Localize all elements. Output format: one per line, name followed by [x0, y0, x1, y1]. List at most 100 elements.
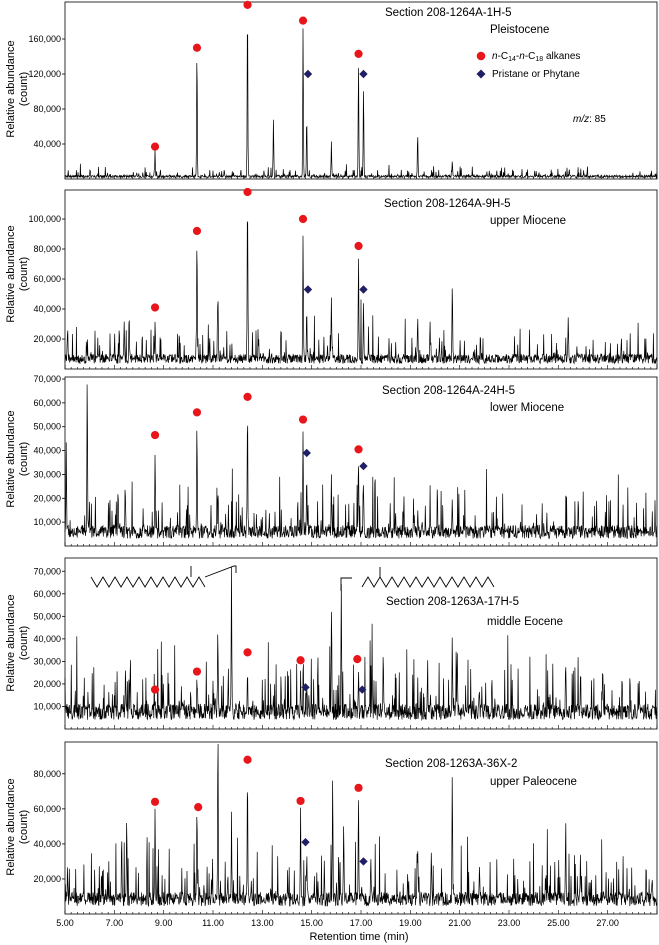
y-axis-title-unit-4: (count)	[18, 626, 30, 660]
chromatogram-trace	[64, 384, 658, 540]
y-tick-label: 80,000	[33, 244, 61, 254]
pristane-leader-line	[204, 565, 237, 578]
y-tick-label: 70,000	[33, 566, 61, 576]
x-axis-title: Retention time (min)	[309, 931, 408, 943]
y-tick-label: 160,000	[28, 34, 61, 44]
alkane-marker	[296, 656, 305, 665]
epoch-label-4: middle Eocene	[487, 616, 563, 628]
isoprenoid-marker	[302, 448, 311, 458]
isoprenoid-marker	[301, 837, 310, 847]
alkane-marker	[192, 667, 202, 676]
y-tick-label: 10,000	[33, 701, 61, 711]
isoprenoid-marker	[359, 461, 368, 471]
x-tick-label: 5.00	[56, 918, 74, 928]
section-label-3: Section 208-1264A-24H-5	[382, 385, 515, 397]
y-tick-label: 20,000	[33, 874, 61, 884]
y-tick-label: 60,000	[33, 804, 61, 814]
epoch-label-1: Pleistocene	[490, 24, 549, 36]
y-axis-title-2: Relative abundance	[5, 225, 17, 322]
alkane-marker	[243, 755, 252, 764]
x-tick-label: 9.00	[155, 918, 173, 928]
alkane-marker	[298, 214, 308, 224]
chromatogram-trace	[64, 566, 658, 721]
legend-isoprenoid-label: Pristane or Phytane	[492, 69, 580, 80]
y-tick-label: 20,000	[33, 334, 61, 344]
section-label-5: Section 208-1263A-36X-2	[385, 758, 517, 770]
x-axis: 5.00 7.00 9.00 11.00 13.00 15.00 17.00 19.00 21.…	[56, 918, 619, 928]
y-axis-title-1: Relative abundance	[5, 40, 17, 137]
phytane-structure-icon	[361, 576, 495, 588]
y-tick-label: 40,000	[33, 139, 61, 149]
x-tick-label: 25.00	[547, 918, 570, 928]
y-tick-label: 10,000	[33, 517, 61, 527]
y-tick-label: 60,000	[33, 274, 61, 284]
chromatogram-trace	[64, 220, 658, 365]
isoprenoid-marker	[301, 683, 310, 692]
epoch-label-2: upper Miocene	[490, 215, 566, 227]
alkane-marker	[298, 415, 308, 424]
x-tick-label: 15.00	[300, 918, 323, 928]
y-tick-label: 100,000	[28, 214, 61, 224]
mz-label: m/z: 85	[573, 114, 606, 125]
y-tick-label: 60,000	[33, 589, 61, 599]
isoprenoid-marker	[359, 857, 368, 866]
y-axis-title-unit-5: (count)	[18, 810, 30, 844]
isoprenoid-marker	[303, 69, 313, 79]
y-axis-titles: Relative abundance (count) Relative abun…	[5, 40, 30, 875]
alkane-marker	[150, 797, 160, 806]
alkane-marker	[150, 303, 160, 312]
y-tick-label: 50,000	[33, 611, 61, 621]
legend-alkane-marker	[476, 51, 486, 61]
panel-5: 20,000 40,000 60,000 80,000	[33, 741, 658, 915]
epoch-label-3: lower Miocene	[490, 402, 564, 414]
y-axis-title-3: Relative abundance	[5, 410, 17, 507]
alkane-marker	[354, 445, 363, 454]
alkane-marker	[192, 408, 202, 417]
x-tick-label: 17.00	[350, 918, 373, 928]
y-tick-label: 20,000	[33, 679, 61, 689]
alkane-marker	[243, 187, 252, 197]
panel-3: 10,000 20,000 30,000 40,000 50,000 60,000 70,0…	[33, 374, 658, 547]
panel-1: 40,000 80,000 120,000 160,000	[28, 0, 658, 180]
y-axis-title-unit-3: (count)	[18, 442, 30, 476]
alkane-marker	[150, 430, 160, 440]
alkane-marker	[354, 783, 363, 792]
isoprenoid-marker	[303, 285, 313, 294]
x-tick-label: 13.00	[251, 918, 274, 928]
section-label-4: Section 208-1263A-17H-5	[386, 596, 519, 608]
panel-4: 10,000 20,000 30,000 40,000 50,000 60,000 70,0…	[33, 557, 658, 730]
y-axis-title-unit-1: (count)	[18, 72, 30, 106]
plot-frame	[64, 741, 658, 915]
phytane-leader-line	[340, 577, 352, 591]
chromatogram-trace	[64, 28, 658, 179]
y-tick-label: 40,000	[33, 634, 61, 644]
alkane-marker	[243, 392, 252, 401]
alkane-marker	[243, 0, 252, 9]
panel-2: 20,000 40,000 60,000 80,000 100,000	[28, 187, 658, 370]
y-tick-label: 30,000	[33, 469, 61, 479]
alkane-marker	[150, 685, 160, 694]
legend-isoprenoid-marker	[476, 69, 486, 79]
panel-annotations: Section 208-1264A-1H-5 Pleistocene Secti…	[382, 7, 577, 788]
isoprenoid-marker	[359, 285, 368, 294]
y-axis-title-5: Relative abundance	[5, 778, 17, 875]
alkane-marker	[194, 802, 203, 812]
alkane-marker	[192, 43, 202, 52]
isoprenoid-marker	[358, 685, 367, 694]
alkane-marker	[296, 796, 305, 806]
pristane-structure-icon	[90, 576, 206, 588]
y-tick-label: 40,000	[33, 446, 61, 456]
y-tick-label: 60,000	[33, 398, 61, 408]
plot-frame	[64, 376, 658, 547]
y-tick-label: 70,000	[33, 374, 61, 384]
x-tick-label: 27.00	[596, 918, 619, 928]
alkane-marker	[298, 16, 308, 25]
x-tick-label: 19.00	[399, 918, 422, 928]
x-tick-label: 11.00	[202, 918, 224, 928]
isoprenoid-marker	[359, 69, 368, 79]
y-axis-title-unit-2: (count)	[18, 257, 30, 291]
y-tick-label: 80,000	[33, 769, 61, 779]
x-tick-label: 21.00	[448, 918, 471, 928]
alkane-marker	[192, 226, 202, 236]
